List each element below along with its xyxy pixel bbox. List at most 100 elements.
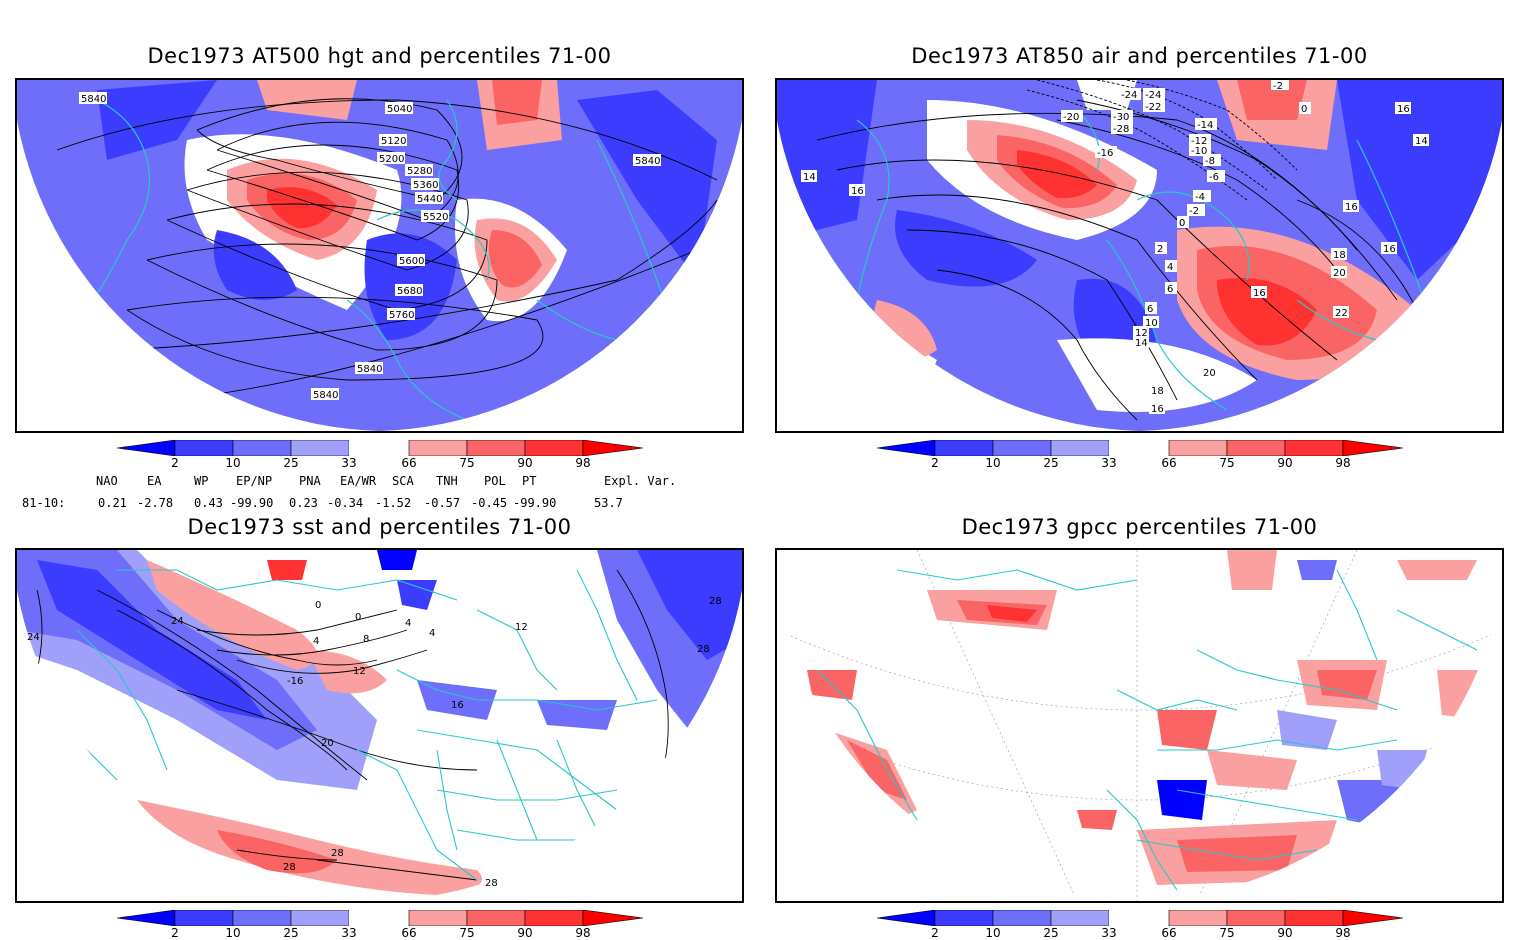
contour-label: -6 — [1209, 172, 1219, 183]
contour-label: -24 — [1145, 90, 1161, 101]
panel-title-sst: Dec1973 sst and percentiles 71-00 — [187, 515, 572, 539]
contour-label: 5520 — [423, 212, 448, 223]
contour-label: 5600 — [399, 256, 424, 267]
contour-label: -2 — [1273, 81, 1283, 92]
colorbar-label: 90 — [517, 926, 533, 940]
contour-label: 5840 — [635, 156, 660, 167]
contour-label: -22 — [1145, 102, 1161, 113]
colorbar-label: 10 — [985, 456, 1001, 470]
contour-label: 12 — [515, 622, 528, 633]
contour-label: -2 — [1189, 206, 1199, 217]
colorbar-labels-gpcc: 2 10 25 33 66 75 90 98 — [877, 926, 1403, 940]
colorbar-labels-sst: 2 10 25 33 66 75 90 98 — [117, 926, 643, 940]
map-hgt500: 5840 5040 5120 5200 5280 5360 5440 5520 … — [15, 78, 744, 433]
colorbar-label: 75 — [459, 456, 475, 470]
panel-title-gpcc: Dec1973 gpcc percentiles 71-00 — [961, 515, 1318, 539]
index-value: 53.7 — [594, 496, 623, 510]
contour-label: 28 — [697, 644, 710, 655]
contour-label: 0 — [1179, 218, 1185, 229]
colorbar-labels-hgt500: 2 10 25 33 66 75 90 98 — [117, 456, 643, 470]
contour-label: 20 — [321, 738, 334, 749]
contour-label: 18 — [1333, 250, 1346, 261]
index-value: 0.23 — [289, 496, 318, 510]
contour-label: -12 — [1191, 136, 1207, 147]
contour-label: 28 — [485, 878, 498, 889]
contour-label: 14 — [1415, 136, 1428, 147]
contour-label: 16 — [1151, 404, 1164, 415]
contour-label: 10 — [1145, 318, 1158, 329]
colorbar-label: 2 — [171, 926, 179, 940]
contour-label: 5840 — [313, 390, 338, 401]
contour-label: 0 — [315, 600, 321, 611]
contour-label: -20 — [1063, 112, 1079, 123]
contour-label: 14 — [1135, 338, 1148, 349]
colorbar-label: 75 — [1219, 456, 1235, 470]
index-header: PNA — [299, 474, 321, 488]
panel-title-air850: Dec1973 AT850 air and percentiles 71-00 — [911, 44, 1368, 68]
contour-label: -16 — [287, 676, 303, 687]
contour-label: 5040 — [387, 104, 412, 115]
colorbar-label: 90 — [1277, 926, 1293, 940]
contour-label: 28 — [331, 848, 344, 859]
contour-label: 24 — [27, 632, 40, 643]
index-value: -0.57 — [424, 496, 461, 510]
colorbar-label: 2 — [931, 456, 939, 470]
colorbar-label: 75 — [1219, 926, 1235, 940]
colorbar-gpcc — [877, 910, 1403, 926]
panel-title-hgt500: Dec1973 AT500 hgt and percentiles 71-00 — [147, 44, 612, 68]
contour-label: 2 — [1157, 244, 1163, 255]
index-header: Expl. Var. — [604, 474, 677, 488]
colorbar-label: 10 — [225, 926, 241, 940]
contour-label: 16 — [1345, 202, 1358, 213]
teleconnection-table: NAO EA WP EP/NP PNA EA/WR SCA TNH POL PT… — [0, 474, 700, 514]
contour-label: 5360 — [413, 180, 438, 191]
contour-label: 12 — [353, 666, 366, 677]
index-header: WP — [194, 474, 209, 488]
contour-label: 20 — [1333, 268, 1346, 279]
index-header: TNH — [436, 474, 458, 488]
contour-label: -10 — [1191, 146, 1207, 157]
map-sst: 24 24 0 0 -16 4 8 4 12 16 20 28 28 28 28… — [15, 548, 744, 903]
colorbar-label: 25 — [1043, 926, 1059, 940]
contour-label: 16 — [1253, 288, 1266, 299]
contour-label: 0 — [1301, 104, 1307, 115]
colorbar-label: 66 — [401, 926, 417, 940]
colorbar-label: 75 — [459, 926, 475, 940]
index-value: -1.52 — [375, 496, 412, 510]
contour-label: -24 — [1121, 90, 1137, 101]
colorbar-label: 10 — [985, 926, 1001, 940]
contour-label: 22 — [1335, 308, 1348, 319]
contour-label: 4 — [429, 628, 435, 639]
contour-label: 8 — [363, 634, 369, 645]
contour-label: 5120 — [381, 136, 406, 147]
colorbar-label: 66 — [1161, 456, 1177, 470]
contour-label: -8 — [1205, 156, 1215, 167]
contour-label: -4 — [1195, 192, 1205, 203]
colorbar-hgt500 — [117, 440, 643, 456]
contour-label: 28 — [709, 596, 722, 607]
contour-label: 16 — [851, 186, 864, 197]
index-header: EA — [147, 474, 162, 488]
map-air850: -24 -24 -22 -30 -28 -20 -16 -14 -12 -10 … — [775, 78, 1504, 433]
colorbar-label: 90 — [1277, 456, 1293, 470]
index-header: EA/WR — [340, 474, 377, 488]
colorbar-label: 33 — [1101, 456, 1117, 470]
contour-label: 28 — [283, 862, 296, 873]
colorbar-label: 98 — [1335, 456, 1351, 470]
index-value: -0.34 — [327, 496, 364, 510]
contour-label: 0 — [355, 612, 361, 623]
colorbar-label: 25 — [283, 456, 299, 470]
contour-label: 18 — [1151, 386, 1164, 397]
contour-label: 4 — [405, 618, 411, 629]
index-value: -0.45 — [471, 496, 508, 510]
index-header: SCA — [392, 474, 414, 488]
contour-label: 16 — [1383, 244, 1396, 255]
index-value: -99.90 — [230, 496, 274, 510]
colorbar-label: 66 — [401, 456, 417, 470]
contour-label: 5440 — [417, 194, 442, 205]
index-header: POL — [484, 474, 506, 488]
contour-label: -16 — [1097, 148, 1113, 159]
contour-label: 20 — [1203, 368, 1216, 379]
map-gpcc — [775, 548, 1504, 903]
contour-label: 16 — [451, 700, 464, 711]
